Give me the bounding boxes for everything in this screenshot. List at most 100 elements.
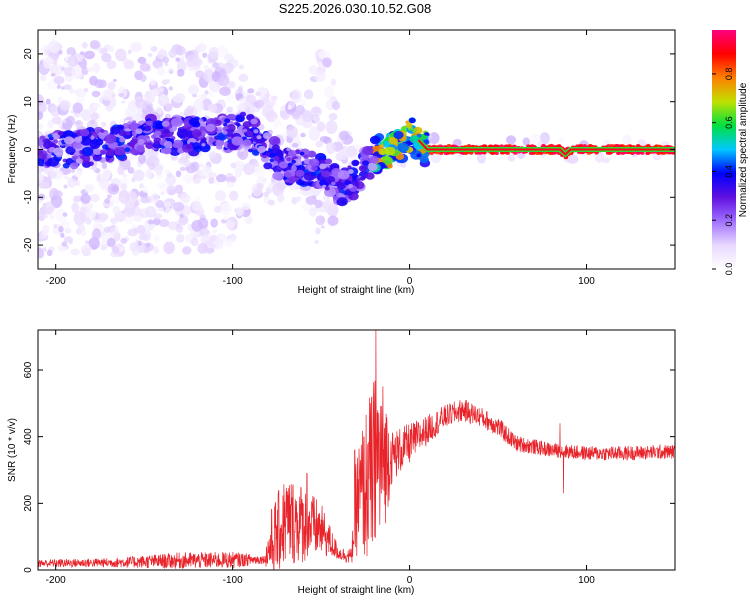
heatmap-cell	[172, 94, 184, 103]
heatmap-cell	[86, 67, 94, 73]
heatmap-cell	[241, 202, 251, 211]
heatmap-cell	[239, 111, 247, 117]
heatmap-cell	[69, 88, 74, 94]
heatmap-cell	[114, 146, 126, 156]
heatmap-cell	[303, 180, 310, 186]
heatmap-cell	[257, 145, 267, 153]
heatmap-cell	[311, 165, 318, 171]
heatmap-cell	[365, 172, 375, 180]
heatmap-cell	[164, 207, 172, 214]
heatmap-cell	[188, 84, 199, 95]
heatmap-cell	[61, 241, 67, 247]
heatmap-cell	[59, 100, 71, 111]
spectrogram-ytick-label: 0	[23, 146, 34, 152]
heatmap-cell	[208, 92, 214, 98]
heatmap-cell	[287, 150, 297, 157]
heatmap-cell	[291, 159, 296, 164]
heatmap-cell	[297, 191, 302, 195]
heatmap-cell	[110, 126, 121, 135]
heatmap-cell	[314, 199, 323, 209]
heatmap-cell	[118, 189, 130, 204]
heatmap-cell	[229, 190, 239, 201]
heatmap-cell	[397, 142, 409, 153]
heatmap-cell	[195, 70, 205, 78]
heatmap-cell	[137, 56, 147, 64]
heatmap-cell	[38, 123, 44, 130]
heatmap-cell	[215, 140, 224, 147]
heatmap-cell	[54, 208, 67, 223]
heatmap-cell	[52, 139, 59, 144]
heatmap-cell	[158, 87, 165, 93]
heatmap-cell	[158, 219, 170, 228]
heatmap-cell	[474, 151, 479, 155]
heatmap-cell	[73, 170, 83, 178]
heatmap-cell	[220, 203, 232, 216]
heatmap-cell	[46, 249, 53, 257]
heatmap-cell	[150, 78, 156, 86]
heatmap-cell	[215, 174, 227, 183]
heatmap-cell	[311, 172, 316, 176]
heatmap-cell	[163, 140, 173, 148]
spectrogram-ytick-label: -10	[23, 190, 34, 205]
heatmap-cell	[167, 189, 176, 196]
heatmap-cell	[80, 136, 92, 146]
heatmap-cell	[230, 176, 237, 183]
heatmap-cell	[224, 118, 231, 124]
heatmap-cell	[280, 109, 288, 120]
snr-ytick-label: 400	[23, 428, 34, 445]
heatmap-cell	[70, 248, 80, 256]
heatmap-cell	[81, 109, 92, 121]
snr-frame	[37, 329, 676, 571]
heatmap-cell	[223, 215, 228, 221]
heatmap-cell	[100, 121, 107, 128]
heatmap-cell	[131, 177, 136, 183]
heatmap-cell	[106, 237, 116, 248]
heatmap-cell	[75, 158, 83, 164]
heatmap-cell	[145, 169, 153, 179]
heatmap-cell	[216, 45, 228, 59]
heatmap-cell	[204, 90, 209, 95]
heatmap-cell	[45, 182, 51, 189]
snr-xtick-label: -100	[223, 575, 243, 586]
heatmap-cell	[242, 128, 248, 133]
heatmap-cell	[120, 100, 126, 104]
heatmap-cell	[42, 56, 54, 69]
heatmap-cell	[57, 131, 64, 136]
heatmap-cell	[452, 138, 462, 147]
heatmap-cell	[53, 76, 65, 85]
heatmap-cell	[308, 126, 321, 141]
heatmap-cell	[87, 161, 94, 167]
heatmap-cell	[191, 129, 202, 138]
heatmap-cell	[96, 163, 102, 168]
heatmap-cell	[72, 195, 81, 203]
heatmap-cell	[235, 122, 241, 127]
heatmap-cell	[191, 237, 199, 247]
heatmap-cell	[347, 169, 354, 174]
heatmap-cell	[328, 112, 338, 121]
heatmap-cell	[253, 161, 260, 167]
heatmap-cell	[101, 162, 108, 169]
heatmap-cell	[347, 165, 352, 169]
heatmap-cell	[206, 247, 215, 254]
heatmap-cell	[154, 235, 160, 242]
heatmap-cell	[47, 134, 53, 138]
snr-xlabel: Height of straight line (km)	[298, 585, 415, 596]
heatmap-cell	[163, 128, 170, 134]
heatmap-cell	[295, 169, 305, 177]
heatmap-cell	[118, 92, 124, 98]
heatmap-cell	[205, 123, 216, 132]
heatmap-cell	[325, 141, 336, 155]
heatmap-cell	[132, 249, 140, 256]
heatmap-cell	[256, 182, 264, 190]
heatmap-cell	[313, 115, 321, 123]
heatmap-cell	[362, 145, 374, 155]
heatmap-cell	[310, 106, 323, 117]
heatmap-cell	[308, 158, 320, 167]
heatmap-cell	[161, 97, 169, 104]
heatmap-cell	[494, 151, 499, 156]
snr-axes: -200 -100 0 100 0 200 400 600	[23, 330, 675, 586]
heatmap-cell	[67, 177, 77, 188]
heatmap-cell	[539, 132, 550, 145]
heatmap-cell	[322, 57, 332, 68]
